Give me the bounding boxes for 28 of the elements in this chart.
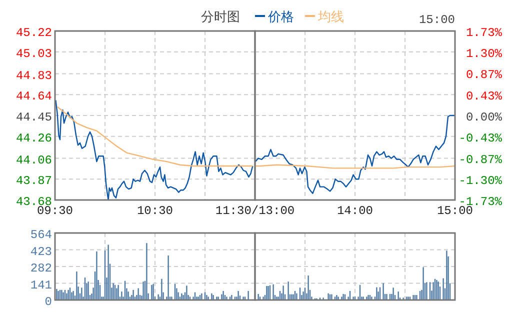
y-tick-label: 44.83	[16, 68, 52, 83]
y-tick-label: 141	[30, 278, 52, 292]
text: 0.00%	[466, 110, 502, 124]
chart-title: 分时图	[201, 10, 240, 25]
text: 1.30%	[466, 47, 502, 62]
text: 15:00	[418, 13, 455, 27]
y-tick-label: 44.06	[16, 153, 52, 168]
text: 0.43%	[466, 89, 502, 104]
text: -1.30%	[458, 174, 502, 188]
y-tick-label: 45.22	[16, 26, 52, 40]
x-tick-label: 11:30/13:00	[215, 204, 295, 218]
y-tick-label: 282	[30, 262, 52, 276]
x-tick-label: 14:00	[336, 204, 374, 218]
y-tick-label: 0	[44, 295, 52, 309]
x-tick-label: 10:30	[136, 204, 174, 218]
text: -0.87%	[458, 152, 502, 167]
y-tick-label: 44.45	[16, 110, 52, 124]
y-tick-label: 43.87	[16, 174, 52, 188]
text: -0.43%	[458, 132, 502, 146]
text: 0.87%	[466, 68, 502, 82]
legend-label: 价格	[267, 10, 294, 25]
text: 1.73%	[466, 26, 502, 40]
y-tick-label: 44.64	[16, 90, 52, 104]
y-tick-label: 423	[30, 244, 52, 259]
legend-label: 均线	[317, 10, 344, 25]
y-tick-label: 45.03	[16, 46, 52, 61]
y-tick-label: 44.26	[16, 131, 52, 146]
y-tick-label: 564	[30, 228, 52, 242]
